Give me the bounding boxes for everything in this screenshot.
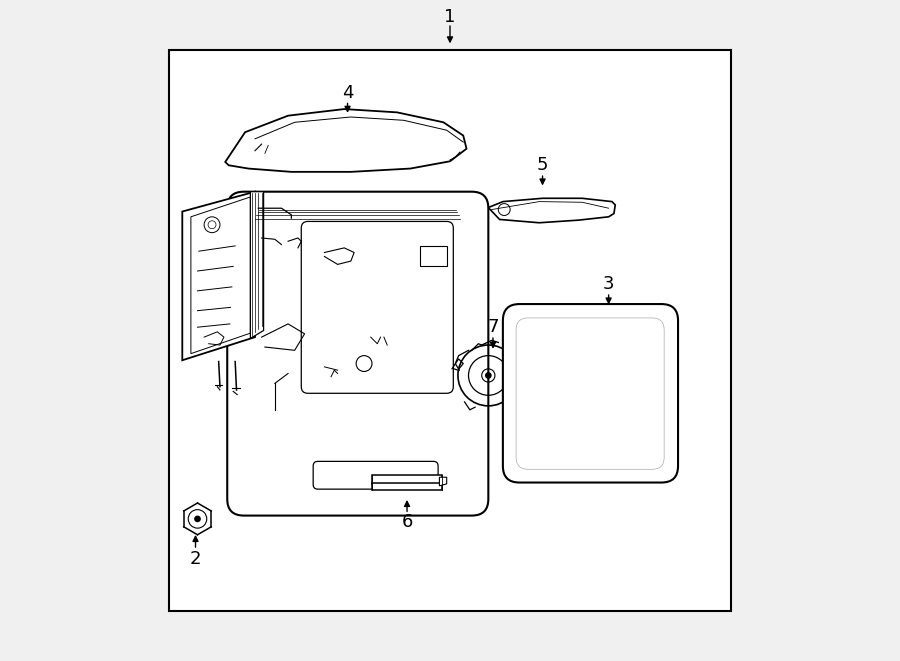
Text: 4: 4 (342, 83, 354, 102)
Polygon shape (489, 198, 616, 223)
Text: 2: 2 (190, 549, 202, 568)
Polygon shape (439, 477, 446, 486)
FancyBboxPatch shape (516, 318, 664, 469)
Text: 1: 1 (445, 7, 455, 26)
Polygon shape (183, 192, 255, 360)
Polygon shape (372, 475, 442, 484)
Circle shape (486, 373, 491, 378)
Polygon shape (225, 109, 466, 172)
FancyBboxPatch shape (313, 461, 438, 489)
Circle shape (195, 516, 200, 522)
FancyBboxPatch shape (227, 192, 489, 516)
Bar (169, 50, 731, 611)
Polygon shape (372, 483, 442, 490)
Text: 5: 5 (536, 156, 548, 175)
Bar (420, 246, 446, 266)
Text: 7: 7 (487, 318, 499, 336)
Text: 3: 3 (603, 275, 615, 293)
FancyBboxPatch shape (302, 221, 454, 393)
Polygon shape (191, 197, 250, 354)
Text: 6: 6 (401, 513, 413, 531)
FancyBboxPatch shape (503, 304, 678, 483)
Polygon shape (250, 192, 264, 338)
